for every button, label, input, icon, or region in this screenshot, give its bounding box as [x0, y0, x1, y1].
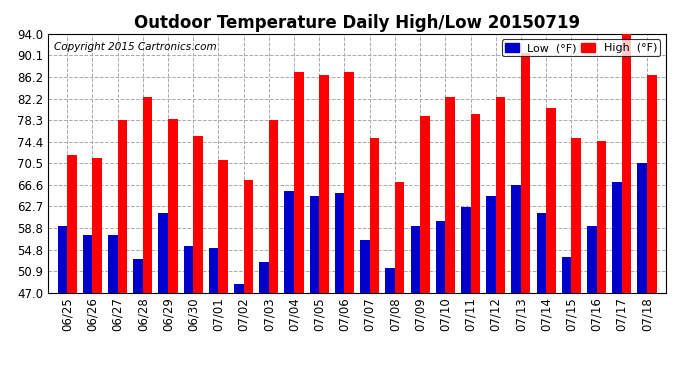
Bar	[294, 72, 304, 292]
Bar	[612, 182, 622, 292]
Bar	[310, 196, 319, 292]
Bar	[209, 249, 219, 292]
Bar	[435, 221, 445, 292]
Bar	[319, 75, 329, 292]
Bar	[411, 226, 420, 292]
Bar	[168, 119, 177, 292]
Bar	[622, 34, 631, 292]
Bar	[344, 72, 354, 292]
Bar	[597, 141, 606, 292]
Bar	[159, 213, 168, 292]
Bar	[335, 194, 344, 292]
Bar	[385, 268, 395, 292]
Bar	[471, 114, 480, 292]
Bar	[647, 75, 656, 292]
Bar	[193, 136, 203, 292]
Bar	[219, 160, 228, 292]
Bar	[92, 158, 102, 292]
Bar	[360, 240, 370, 292]
Bar	[445, 97, 455, 292]
Bar	[587, 226, 597, 292]
Bar	[562, 257, 571, 292]
Bar	[521, 53, 531, 292]
Bar	[461, 207, 471, 292]
Legend: Low  (°F), High  (°F): Low (°F), High (°F)	[502, 39, 660, 56]
Bar	[117, 120, 127, 292]
Text: Copyright 2015 Cartronics.com: Copyright 2015 Cartronics.com	[55, 42, 217, 51]
Bar	[244, 180, 253, 292]
Bar	[495, 97, 505, 292]
Bar	[67, 155, 77, 292]
Bar	[58, 226, 67, 292]
Bar	[108, 235, 117, 292]
Bar	[184, 246, 193, 292]
Bar	[234, 284, 244, 292]
Bar	[370, 138, 380, 292]
Bar	[420, 116, 430, 292]
Bar	[486, 196, 495, 292]
Bar	[143, 97, 152, 292]
Bar	[537, 213, 546, 292]
Bar	[395, 182, 404, 292]
Bar	[638, 163, 647, 292]
Bar	[269, 120, 279, 292]
Bar	[511, 185, 521, 292]
Bar	[284, 190, 294, 292]
Bar	[546, 108, 555, 292]
Title: Outdoor Temperature Daily High/Low 20150719: Outdoor Temperature Daily High/Low 20150…	[134, 14, 580, 32]
Bar	[133, 260, 143, 292]
Bar	[83, 235, 92, 292]
Bar	[571, 138, 581, 292]
Bar	[259, 262, 269, 292]
